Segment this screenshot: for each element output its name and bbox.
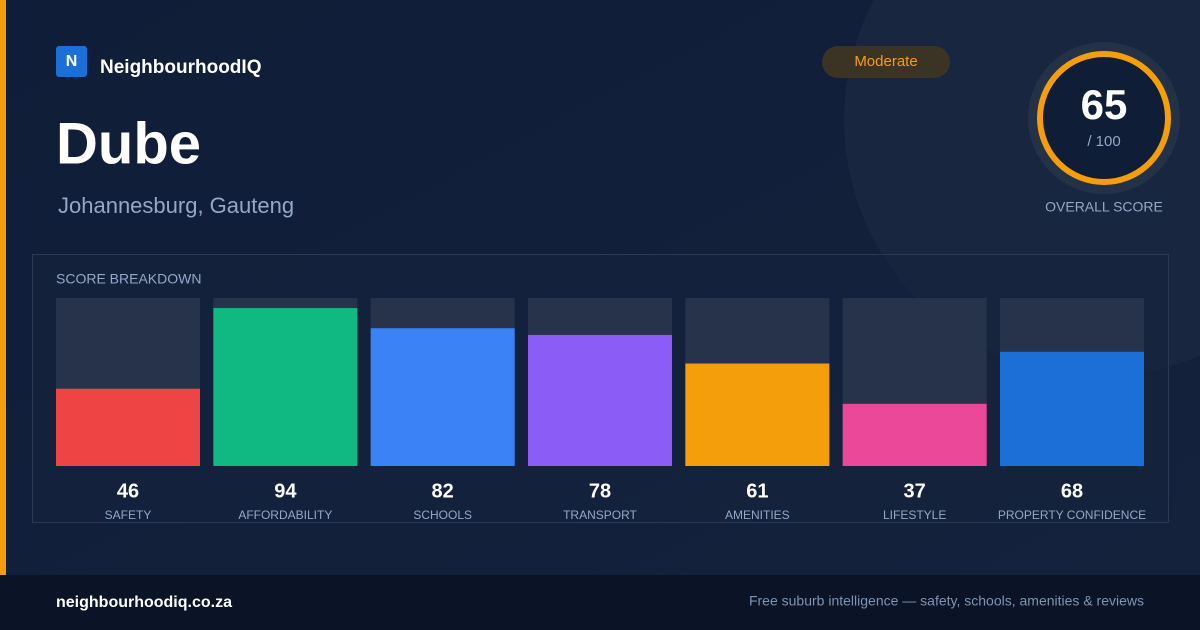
category-label: SAFETY [105,508,152,522]
overall-score: 65 [1081,81,1128,128]
footer-site: neighbourhoodiq.co.za [56,594,232,611]
bar [528,334,672,466]
value-label: 46 [117,480,139,502]
score-caption: OVERALL SCORE [1045,199,1163,215]
score-max: / 100 [1087,133,1120,150]
category-label: SCHOOLS [413,508,472,522]
category-label: LIFESTYLE [883,508,946,522]
footer [0,575,1200,630]
badge-text: Moderate [854,53,917,70]
suburb-title: Dube [56,111,201,176]
bar [842,403,987,466]
value-label: 78 [589,480,611,502]
bar [56,388,200,466]
bar [1000,351,1144,466]
location: Johannesburg, Gauteng [58,193,294,218]
bar [370,328,515,466]
value-label: 94 [274,480,297,502]
logo-letter: N [66,53,78,70]
category-label: AMENITIES [725,508,790,522]
logo [56,46,87,77]
score-ring [1037,51,1171,185]
bar-chart: 46 SAFETY 94 AFFORDABILITY 82 SCHOOLS 78 TRANSP… [56,298,1146,522]
value-label: 37 [904,480,926,502]
value-label: 68 [1061,480,1083,502]
category-label: PROPERTY CONFIDENCE [998,508,1146,522]
category-label: TRANSPORT [563,508,637,522]
value-label: 82 [432,480,454,502]
chart-title: SCORE BREAKDOWN [56,271,201,287]
bar [685,363,830,466]
footer-tagline: Free suburb intelligence — safety, schoo… [749,593,1144,609]
brand-name: NeighbourhoodIQ [100,57,261,78]
value-label: 61 [746,480,768,502]
badge [822,46,950,78]
accent-strip [0,0,6,575]
bar [213,308,358,466]
category-label: AFFORDABILITY [238,508,332,522]
